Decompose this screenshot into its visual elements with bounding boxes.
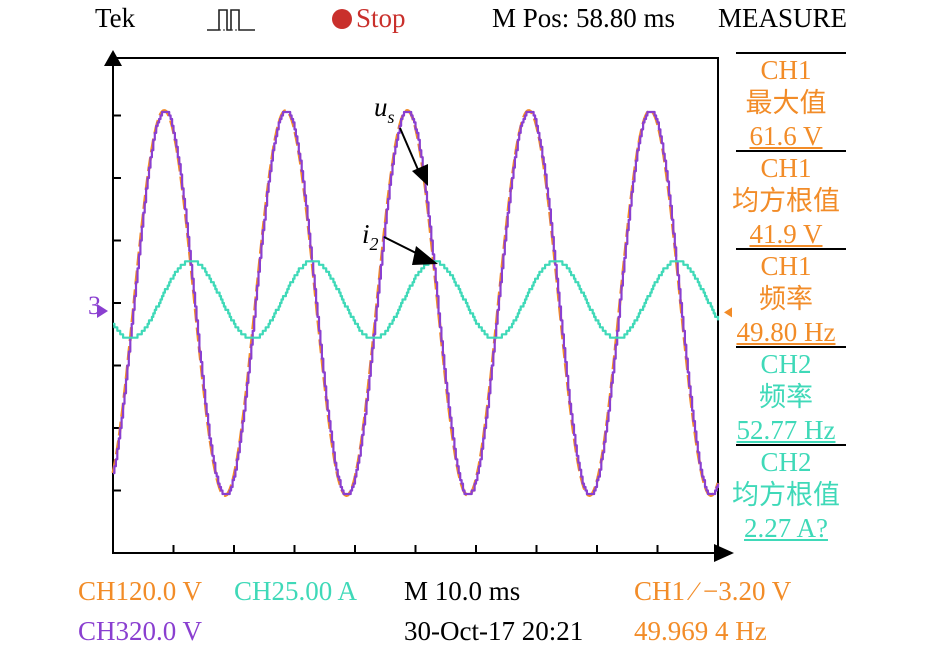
ch1-scale-readout: CH120.0 V [78,576,203,606]
brand-label: Tek [95,3,136,33]
annotation-us-arrowhead [412,164,428,186]
measurement-ch: CH2 [760,349,812,379]
measurement-ch: CH1 [760,251,812,281]
plot-traces [111,109,720,497]
ch3-scale-readout: CH320.0 V [78,616,203,646]
annotation-us: us [374,92,395,127]
measurement-ch: CH2 [760,447,812,477]
measurement-value: 52.77 Hz [736,415,836,445]
trigger-readout: CH1 ∕ −3.20 V [634,576,792,606]
measurement-name: 最大值 [745,88,827,118]
timebase-readout: M 10.0 ms [404,576,521,606]
measurement-name: 频率 [759,284,813,314]
x-axis-arrow [714,544,734,562]
annotation-us-arrow-line [399,127,420,173]
measurement-value: 49.80 Hz [736,317,836,347]
ch3-marker-arrow [97,304,108,318]
measurement-divider [736,150,846,152]
measurement-value: 2.27 A? [744,513,828,543]
trace-ch3 [113,110,720,496]
acquisition-pulse-icon [207,9,255,31]
run-state-indicator[interactable]: Stop [332,3,406,33]
measurement-ch: CH1 [760,153,812,183]
measurement-divider [736,346,846,348]
m-pos-readout: M Pos: 58.80 ms [492,3,676,33]
y-axis-arrow [104,50,122,66]
run-state-label: Stop [356,3,406,33]
measurement-value: 41.9 V [749,219,823,249]
trigger-level-marker [724,307,732,318]
annotation-i2-arrowhead [412,246,438,265]
measurement-divider [736,444,846,446]
datetime-readout: 30-Oct-17 20:21 [404,616,584,646]
trace-us [111,109,720,497]
measurement-name: 均方根值 [732,480,840,510]
trigger-frequency-readout: 49.969 4 Hz [634,616,767,646]
measurement-name: 频率 [759,382,813,412]
ch2-scale-readout: CH25.00 A [234,576,358,606]
stop-icon [332,9,352,29]
measurement-value: 61.6 V [749,121,823,151]
trace-i2 [113,260,720,339]
measurement-ch: CH1 [760,55,812,85]
annotation-i2: i2 [362,219,379,254]
measurement-divider [736,248,846,250]
measurement-name: 均方根值 [732,186,840,216]
plot-axes [104,50,734,562]
measure-menu-title[interactable]: MEASURE [718,3,848,33]
measurement-divider [736,52,846,54]
